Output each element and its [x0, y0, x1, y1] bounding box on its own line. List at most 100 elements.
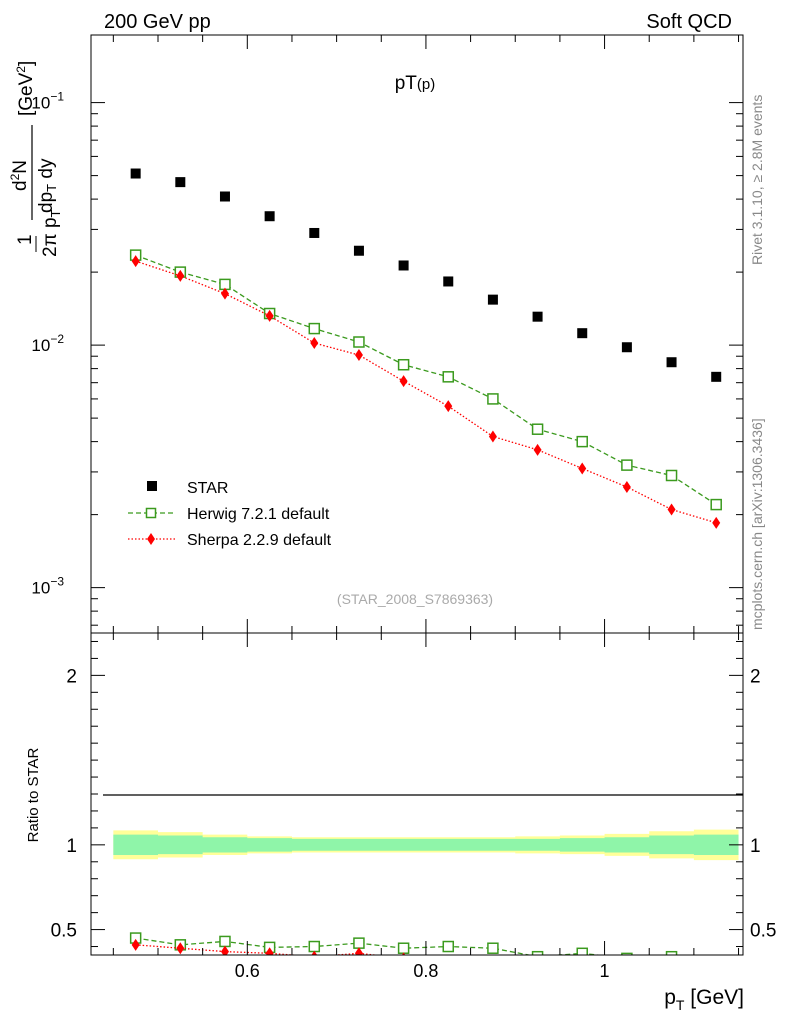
- sherpa-point: [578, 462, 587, 475]
- main-y-tick-label: 10−2: [31, 332, 64, 355]
- star-point: [443, 276, 454, 287]
- sherpa-point: [131, 255, 140, 268]
- sherpa-point: [667, 503, 676, 516]
- star-point: [577, 328, 588, 339]
- herwig-point: [308, 322, 321, 335]
- herwig-point: [353, 336, 365, 348]
- sherpa-point: [310, 337, 319, 350]
- series-line-herwig: [135, 254, 717, 506]
- ratio-herwig-point: [711, 958, 721, 968]
- process-label: Soft QCD: [646, 11, 732, 33]
- star-point: [309, 227, 320, 238]
- sherpa-point: [399, 375, 408, 388]
- series-line-sherpa: [135, 260, 717, 524]
- x-axis-label: pT [GeV]: [664, 986, 744, 1013]
- ratio-herwig-point: [665, 950, 678, 955]
- ratio-y-axis-label: Ratio to STAR: [25, 747, 42, 842]
- ratio-frame: [90, 632, 744, 956]
- herwig-point: [710, 498, 722, 511]
- ratio-sherpa-point: [354, 947, 363, 955]
- ratio-herwig-point: [442, 940, 455, 953]
- sherpa-point: [220, 287, 229, 300]
- ratio-herwig-point: [397, 942, 410, 954]
- ratio-y-tick-label-right: 0.5: [750, 921, 776, 942]
- ratio-herwig-point: [487, 942, 499, 954]
- ratio-y-tick-label-right: 1: [750, 836, 761, 857]
- ratio-sherpa-point: [668, 966, 676, 978]
- main-plot: 10−110−210−3 pT(p) (STAR_2008_S7869363) …: [8, 34, 744, 634]
- svg-text:2π pT: 2π pT: [40, 209, 63, 257]
- ratio-sherpa-point: [534, 961, 542, 973]
- main-axes: 10−1 10−2 10−3: [31, 35, 743, 633]
- x-tick-label: 0.6: [235, 961, 260, 981]
- star-point: [264, 211, 275, 222]
- ratio-sherpa-point: [131, 938, 140, 951]
- ratio-plot: 0.5 0.5 1 1 2 2 0.6 0.8 1 Ratio to STAR: [25, 632, 776, 981]
- herwig-point: [442, 371, 455, 383]
- sherpa-point: [265, 309, 274, 322]
- ratio-herwig-point: [576, 947, 588, 955]
- ratio-sherpa-point: [176, 942, 185, 955]
- star-point: [219, 191, 230, 202]
- ratio-y-tick-label: 0.5: [51, 921, 77, 942]
- ratio-y-tick-label: 2: [66, 666, 77, 687]
- ratio-y-tick-label: 1: [66, 836, 77, 857]
- ratio-herwig-point: [308, 940, 321, 953]
- star-point: [666, 357, 677, 368]
- ratio-sherpa-point: [623, 964, 631, 976]
- star-point: [711, 371, 722, 382]
- star-point: [398, 260, 409, 271]
- herwig-point: [576, 435, 588, 448]
- herwig-point: [621, 459, 633, 471]
- herwig-point: [665, 469, 678, 482]
- svg-text:1: 1: [15, 234, 36, 245]
- legend-herwig-marker: [145, 507, 157, 519]
- ratio-band-inner: [113, 834, 739, 856]
- herwig-point: [531, 423, 544, 435]
- herwig-point: [397, 358, 410, 371]
- legend-star-marker: [147, 481, 157, 491]
- ratio-sherpa-point: [265, 947, 274, 955]
- main-series: [129, 168, 722, 529]
- sherpa-point: [712, 516, 721, 529]
- x-tick-label: 0.8: [413, 961, 438, 981]
- ratio-sherpa-point: [311, 950, 318, 955]
- legend: STAR Herwig 7.2.1 default Sherpa 2.2.9 d…: [128, 480, 332, 549]
- star-point: [621, 342, 632, 353]
- ratio-y-tick-label-right: 2: [750, 666, 761, 687]
- sherpa-point: [533, 443, 542, 456]
- sherpa-point: [488, 430, 497, 443]
- star-point: [175, 177, 186, 188]
- ratio-herwig-point: [531, 950, 544, 955]
- legend-sherpa-marker: [147, 533, 155, 545]
- star-point: [532, 311, 543, 322]
- main-plot-title: pT(p): [395, 73, 436, 94]
- sherpa-point: [176, 269, 185, 282]
- star-point: [487, 294, 498, 305]
- ratio-sherpa-point: [444, 956, 452, 968]
- svg-text:d2N: d2N: [8, 160, 31, 191]
- ratio-sherpa-point: [578, 961, 586, 973]
- svg-text:dpT dy: dpT dy: [36, 158, 59, 213]
- ratio-herwig-point: [621, 952, 633, 955]
- main-y-tick-label: 10−3: [31, 575, 64, 598]
- main-y-tick-label: 10−1: [31, 90, 64, 113]
- legend-herwig-label: Herwig 7.2.1 default: [187, 506, 330, 523]
- sherpa-point: [622, 480, 631, 493]
- mcplots-label: mcplots.cern.ch [arXiv:1306.3436]: [749, 418, 765, 630]
- ratio-sherpa-point: [712, 966, 720, 978]
- ratio-sherpa-point: [489, 963, 497, 975]
- x-tick-label: 1: [600, 961, 610, 981]
- rivet-label: Rivet 3.1.10, ≥ 2.8M events: [749, 95, 765, 265]
- ratio-herwig-point: [353, 937, 365, 949]
- analysis-watermark: (STAR_2008_S7869363): [337, 591, 493, 607]
- sherpa-point: [354, 349, 363, 362]
- main-y-axis-label: 1 2π pT d2N dpT dy [GeV2]: [8, 61, 63, 257]
- energy-label: 200 GeV pp: [104, 11, 211, 33]
- ratio-herwig-point: [219, 935, 231, 948]
- ratio-sherpa-point: [220, 945, 229, 955]
- svg-text:[GeV2]: [GeV2]: [14, 61, 37, 116]
- legend-sherpa-label: Sherpa 2.2.9 default: [187, 532, 332, 549]
- star-point: [353, 245, 364, 256]
